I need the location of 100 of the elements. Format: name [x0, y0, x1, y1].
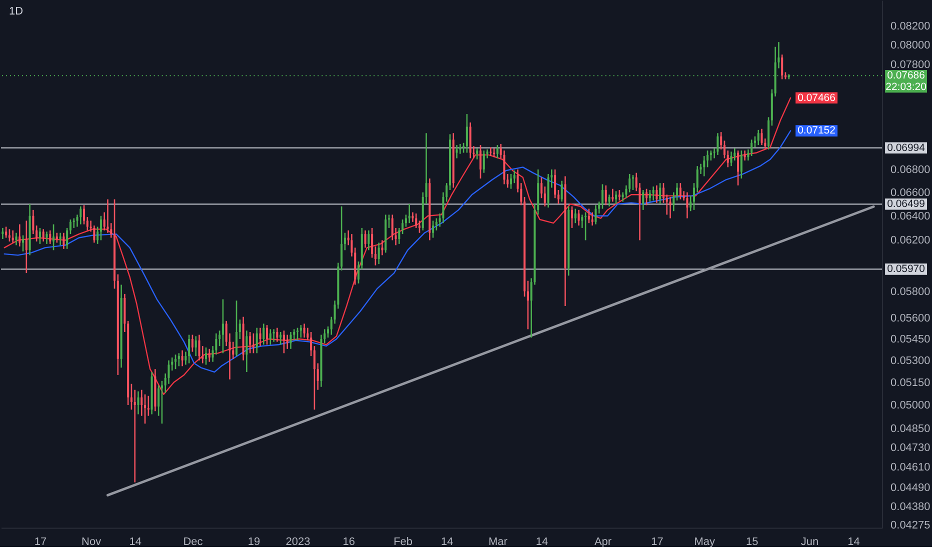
candlestick	[12, 230, 14, 244]
x-tick-label: Mar	[488, 536, 508, 548]
x-tick-label: 19	[248, 536, 260, 548]
y-tick-label: 0.06200	[890, 234, 930, 247]
candlestick	[208, 348, 210, 362]
candlestick	[266, 324, 268, 346]
candlestick	[198, 334, 200, 362]
candlestick	[554, 168, 556, 199]
y-tick-label: 0.08200	[890, 20, 930, 33]
candlestick	[560, 180, 563, 202]
candlestick	[690, 195, 692, 212]
candlestick	[435, 218, 438, 232]
ref-line-label: 0.06994	[887, 142, 926, 154]
candlestick	[313, 345, 316, 410]
candlestick	[144, 394, 146, 424]
candlestick	[716, 132, 719, 156]
candlestick	[648, 189, 651, 202]
candlestick	[476, 148, 478, 160]
y-tick-label: 0.05150	[890, 376, 930, 389]
x-tick-label: 14	[441, 536, 454, 548]
ref-line-label: 0.07686 22:03:20	[886, 70, 927, 93]
candlestick	[59, 232, 62, 246]
candlestick	[591, 212, 594, 226]
candlestick	[181, 350, 184, 367]
x-tick-label: Feb	[394, 536, 413, 548]
candlestick	[432, 220, 434, 238]
candlestick	[669, 196, 672, 219]
candlestick	[398, 227, 400, 245]
x-tick-label: 16	[342, 536, 355, 548]
candlestick	[659, 182, 662, 205]
data-label: 0.07152	[798, 126, 836, 137]
candlestick	[15, 232, 18, 246]
candlestick	[344, 232, 346, 251]
candlestick	[652, 186, 654, 202]
y-tick-label: 0.06800	[890, 164, 930, 176]
candlestick	[459, 143, 462, 154]
x-tick-label: 14	[848, 536, 860, 548]
candlestick	[588, 208, 590, 224]
chart-title: 1D	[8, 5, 24, 18]
candlestick	[38, 227, 41, 245]
y-tick-label: 0.04490	[890, 482, 930, 494]
candlestick	[466, 113, 468, 154]
candlestick	[296, 327, 299, 342]
y-tick-label: 0.05450	[890, 333, 930, 346]
x-tick-label: 17	[34, 536, 47, 548]
candlestick	[259, 327, 262, 347]
candlestick	[96, 226, 99, 245]
candlestick	[69, 218, 72, 235]
line-series	[4, 130, 792, 373]
candlestick	[66, 227, 68, 250]
candlestick	[601, 184, 604, 210]
candlestick	[781, 54, 784, 80]
candlestick	[83, 204, 86, 225]
candlestick	[710, 150, 712, 162]
candlestick	[282, 330, 285, 354]
candlestick	[246, 330, 248, 373]
candlestick	[42, 228, 44, 242]
candlestick	[147, 395, 150, 416]
candlestick	[656, 184, 658, 204]
candlestick	[720, 131, 722, 150]
candlestick	[80, 206, 82, 225]
y-tick-label: 0.06400	[890, 210, 930, 222]
candlestick	[191, 334, 194, 352]
candlestick	[235, 300, 238, 357]
y-tick-label: 0.04730	[890, 442, 930, 454]
candlestick	[276, 327, 278, 342]
candlestick	[22, 234, 24, 252]
candlestick	[612, 188, 614, 202]
candlestick	[252, 332, 254, 354]
candlestick	[526, 280, 529, 330]
y-tick-label: 0.04380	[890, 500, 930, 513]
candlestick	[46, 230, 48, 245]
candlestick	[204, 346, 208, 366]
candlestick	[256, 327, 258, 354]
candlestick	[222, 298, 224, 354]
x-tick-label: 15	[746, 536, 758, 548]
candlestick	[56, 232, 58, 244]
candlestick	[188, 334, 190, 364]
candlestick	[290, 331, 292, 350]
candlestick	[374, 246, 376, 266]
candlestick	[557, 189, 560, 205]
x-tick-label: Dec	[183, 536, 204, 548]
candlestick	[646, 188, 648, 206]
x-tick-label: Nov	[82, 536, 102, 548]
candlestick	[391, 214, 394, 241]
x-tick-label: Jun	[800, 536, 819, 548]
candlestick	[303, 323, 306, 338]
x-tick-label: 17	[651, 536, 664, 548]
candlestick	[178, 352, 180, 367]
candlestick	[642, 189, 644, 211]
candlestick	[750, 138, 753, 157]
x-tick-label: 2023	[286, 536, 310, 548]
candlestick	[496, 144, 498, 159]
candlestick	[49, 230, 52, 245]
candlestick	[310, 331, 312, 357]
candlestick	[368, 230, 370, 251]
candlestick	[364, 230, 366, 248]
candlestick	[238, 318, 241, 340]
candlestick	[615, 190, 618, 205]
candlestick	[408, 203, 410, 224]
